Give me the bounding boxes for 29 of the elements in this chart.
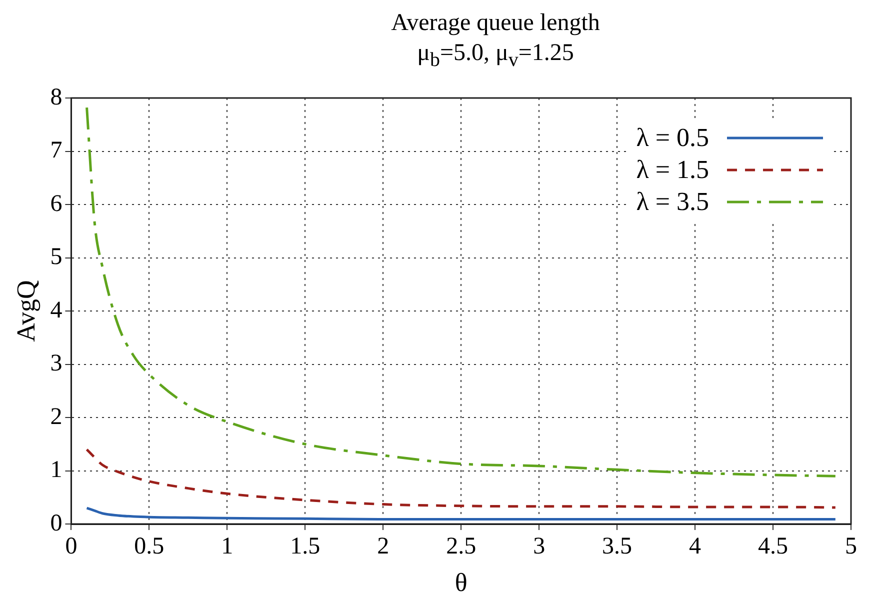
x-tick-label: 5 [845, 534, 857, 560]
legend-label: λ = 0.5 [636, 123, 709, 153]
x-tick-label: 0.5 [134, 534, 164, 560]
x-tick-label: 2 [377, 534, 390, 560]
line-series [86, 106, 837, 478]
y-tick-label: 8 [50, 84, 62, 110]
line-series [86, 448, 837, 509]
chart-title: Average queue length [390, 9, 601, 38]
x-axis-title: θ [454, 568, 468, 598]
legend-label: λ = 3.5 [636, 187, 709, 217]
y-tick-label: 0 [50, 510, 62, 536]
line-series [86, 506, 837, 520]
x-tick-label: 3.5 [602, 534, 632, 560]
y-tick-label: 3 [50, 350, 62, 377]
y-tick-label: 7 [50, 138, 62, 164]
legend-label: λ = 1.5 [636, 155, 709, 185]
y-tick-label: 2 [50, 404, 62, 430]
x-tick-label: 3 [533, 534, 546, 560]
y-tick-label: 6 [50, 190, 62, 217]
x-tick-label: 4.5 [758, 534, 788, 560]
y-axis-title: AvgQ [11, 280, 40, 342]
x-tick-label: 1.5 [290, 534, 320, 560]
y-tick-label: 1 [50, 457, 62, 484]
y-tick-label: 5 [50, 244, 62, 270]
x-tick-label: 2.5 [446, 534, 476, 560]
x-tick-label: 1 [221, 534, 234, 560]
chart-subtitle: μ$_{b}$=5.0, μ$_{v}$=1.25 [416, 39, 575, 73]
y-tick-label: 4 [50, 297, 62, 324]
x-tick-label: 4 [689, 534, 702, 560]
